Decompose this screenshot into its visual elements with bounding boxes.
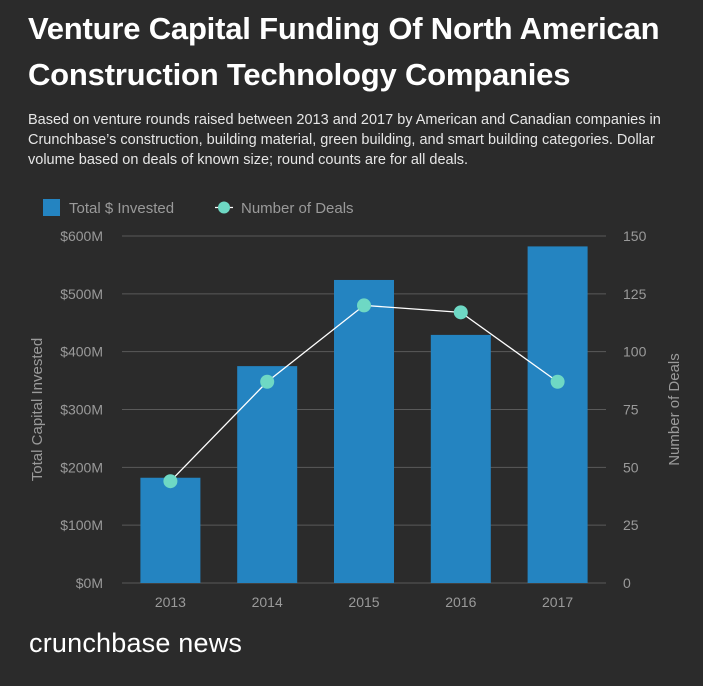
legend-bar-swatch: [43, 199, 60, 216]
y2-tick-label: 125: [623, 286, 647, 302]
bar: [527, 246, 588, 583]
bar: [430, 334, 491, 583]
deals-point: [550, 374, 565, 389]
chart: $0M $100M $200M $300M $400M $500M $600M 0 25 50 75…: [29, 199, 683, 610]
chart-subtitle: Based on venture rounds raised between 2…: [28, 112, 661, 168]
bar: [334, 279, 394, 583]
x-tick-label: 2014: [252, 594, 283, 610]
bar: [237, 366, 298, 583]
legend-line-marker: [218, 201, 230, 214]
y-tick-label: $300M: [60, 402, 103, 418]
deals-point: [163, 474, 178, 489]
x-tick-label: 2015: [348, 594, 379, 610]
legend-line-label: Number of Deals: [241, 200, 354, 217]
y2-tick-label: 100: [623, 344, 647, 360]
y2-tick-label: 150: [623, 228, 647, 244]
x-tick-label: 2016: [445, 594, 476, 610]
y2-tick-label: 25: [623, 517, 639, 533]
brand-logo: crunchbase news: [29, 628, 243, 658]
y-tick-label: $600M: [60, 228, 103, 244]
y-tick-label: $0M: [76, 575, 103, 591]
y2-tick-label: 0: [623, 575, 631, 591]
y-tick-label: $500M: [60, 286, 103, 302]
y-tick-label: $200M: [60, 459, 103, 475]
y-axis-title: Total Capital Invested: [29, 338, 46, 481]
y2-axis-title: Number of Deals: [666, 353, 683, 466]
deals-point: [357, 298, 371, 313]
y2-tick-label: 50: [623, 459, 639, 475]
y-tick-label: $100M: [60, 517, 103, 533]
x-tick-label: 2017: [542, 594, 573, 610]
y-tick-label: $400M: [60, 344, 103, 360]
legend-bar-label: Total $ Invested: [69, 200, 174, 217]
chart-title: Venture Capital Funding Of North America…: [28, 11, 660, 92]
x-tick-label: 2013: [155, 594, 186, 610]
deals-point: [453, 305, 468, 320]
y2-tick-label: 75: [623, 402, 639, 418]
deals-point: [260, 374, 275, 389]
bar: [140, 477, 201, 583]
